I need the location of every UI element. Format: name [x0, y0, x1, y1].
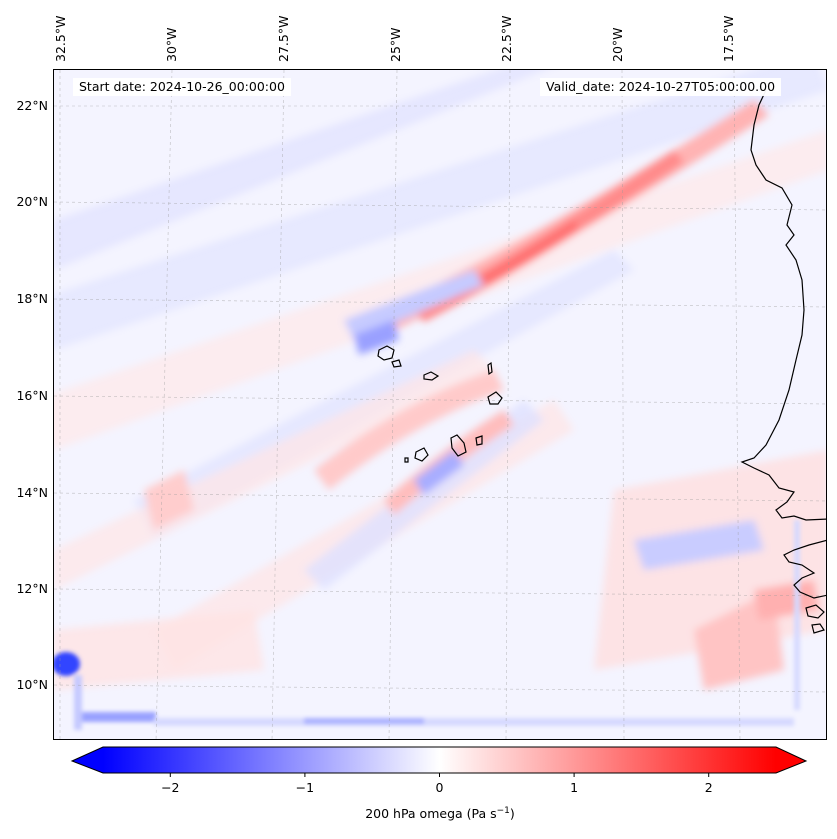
- coastline: [740, 89, 826, 599]
- valid-date-label: Valid_date: 2024-10-27T05:00:00.00: [540, 78, 782, 96]
- lat-label-10n: 10°N: [16, 677, 48, 692]
- colorbar-extend-high: [776, 747, 806, 773]
- start-date-label: Start date: 2024-10-26_00:00:00: [73, 78, 291, 96]
- colorbar-tick-label: −2: [161, 780, 180, 795]
- lat-label-22n: 22°N: [16, 98, 48, 113]
- lat-label-14n: 14°N: [16, 485, 48, 500]
- lon-label-17-5w: 17.5°W: [721, 15, 736, 62]
- lat-label-16n: 16°N: [16, 388, 48, 403]
- lon-label-30w: 30°W: [164, 27, 179, 62]
- lon-label-27-5w: 27.5°W: [276, 15, 291, 62]
- colorbar-tick-label: 2: [704, 780, 713, 795]
- lon-label-22-5w: 22.5°W: [499, 15, 514, 62]
- boundary-artifacts: [54, 520, 800, 730]
- colorbar-tick-label: 1: [570, 780, 579, 795]
- colorbar-extend-low: [72, 747, 103, 773]
- lat-label-18n: 18°N: [16, 291, 48, 306]
- lon-label-25w: 25°W: [388, 27, 403, 62]
- lon-label-32-5w: 32.5°W: [53, 15, 68, 62]
- colorbar-graphic: [70, 746, 808, 777]
- lon-label-20w: 20°W: [610, 27, 625, 62]
- colorbar: −2 −1 0 1 2 200 hPa omega (Pa s−1): [0, 740, 837, 839]
- gridlines: [54, 70, 826, 739]
- cape-verde-islands: [377, 345, 825, 634]
- map-panel: [53, 69, 827, 740]
- colorbar-tick-label: −1: [295, 780, 315, 795]
- colorbar-body: [103, 747, 776, 773]
- lat-label-12n: 12°N: [16, 581, 48, 596]
- colorbar-tick-label: 0: [435, 780, 444, 795]
- colorbar-label: 200 hPa omega (Pa s−1): [365, 806, 515, 822]
- lat-label-20n: 20°N: [16, 194, 48, 209]
- omega-field-map: [54, 70, 826, 739]
